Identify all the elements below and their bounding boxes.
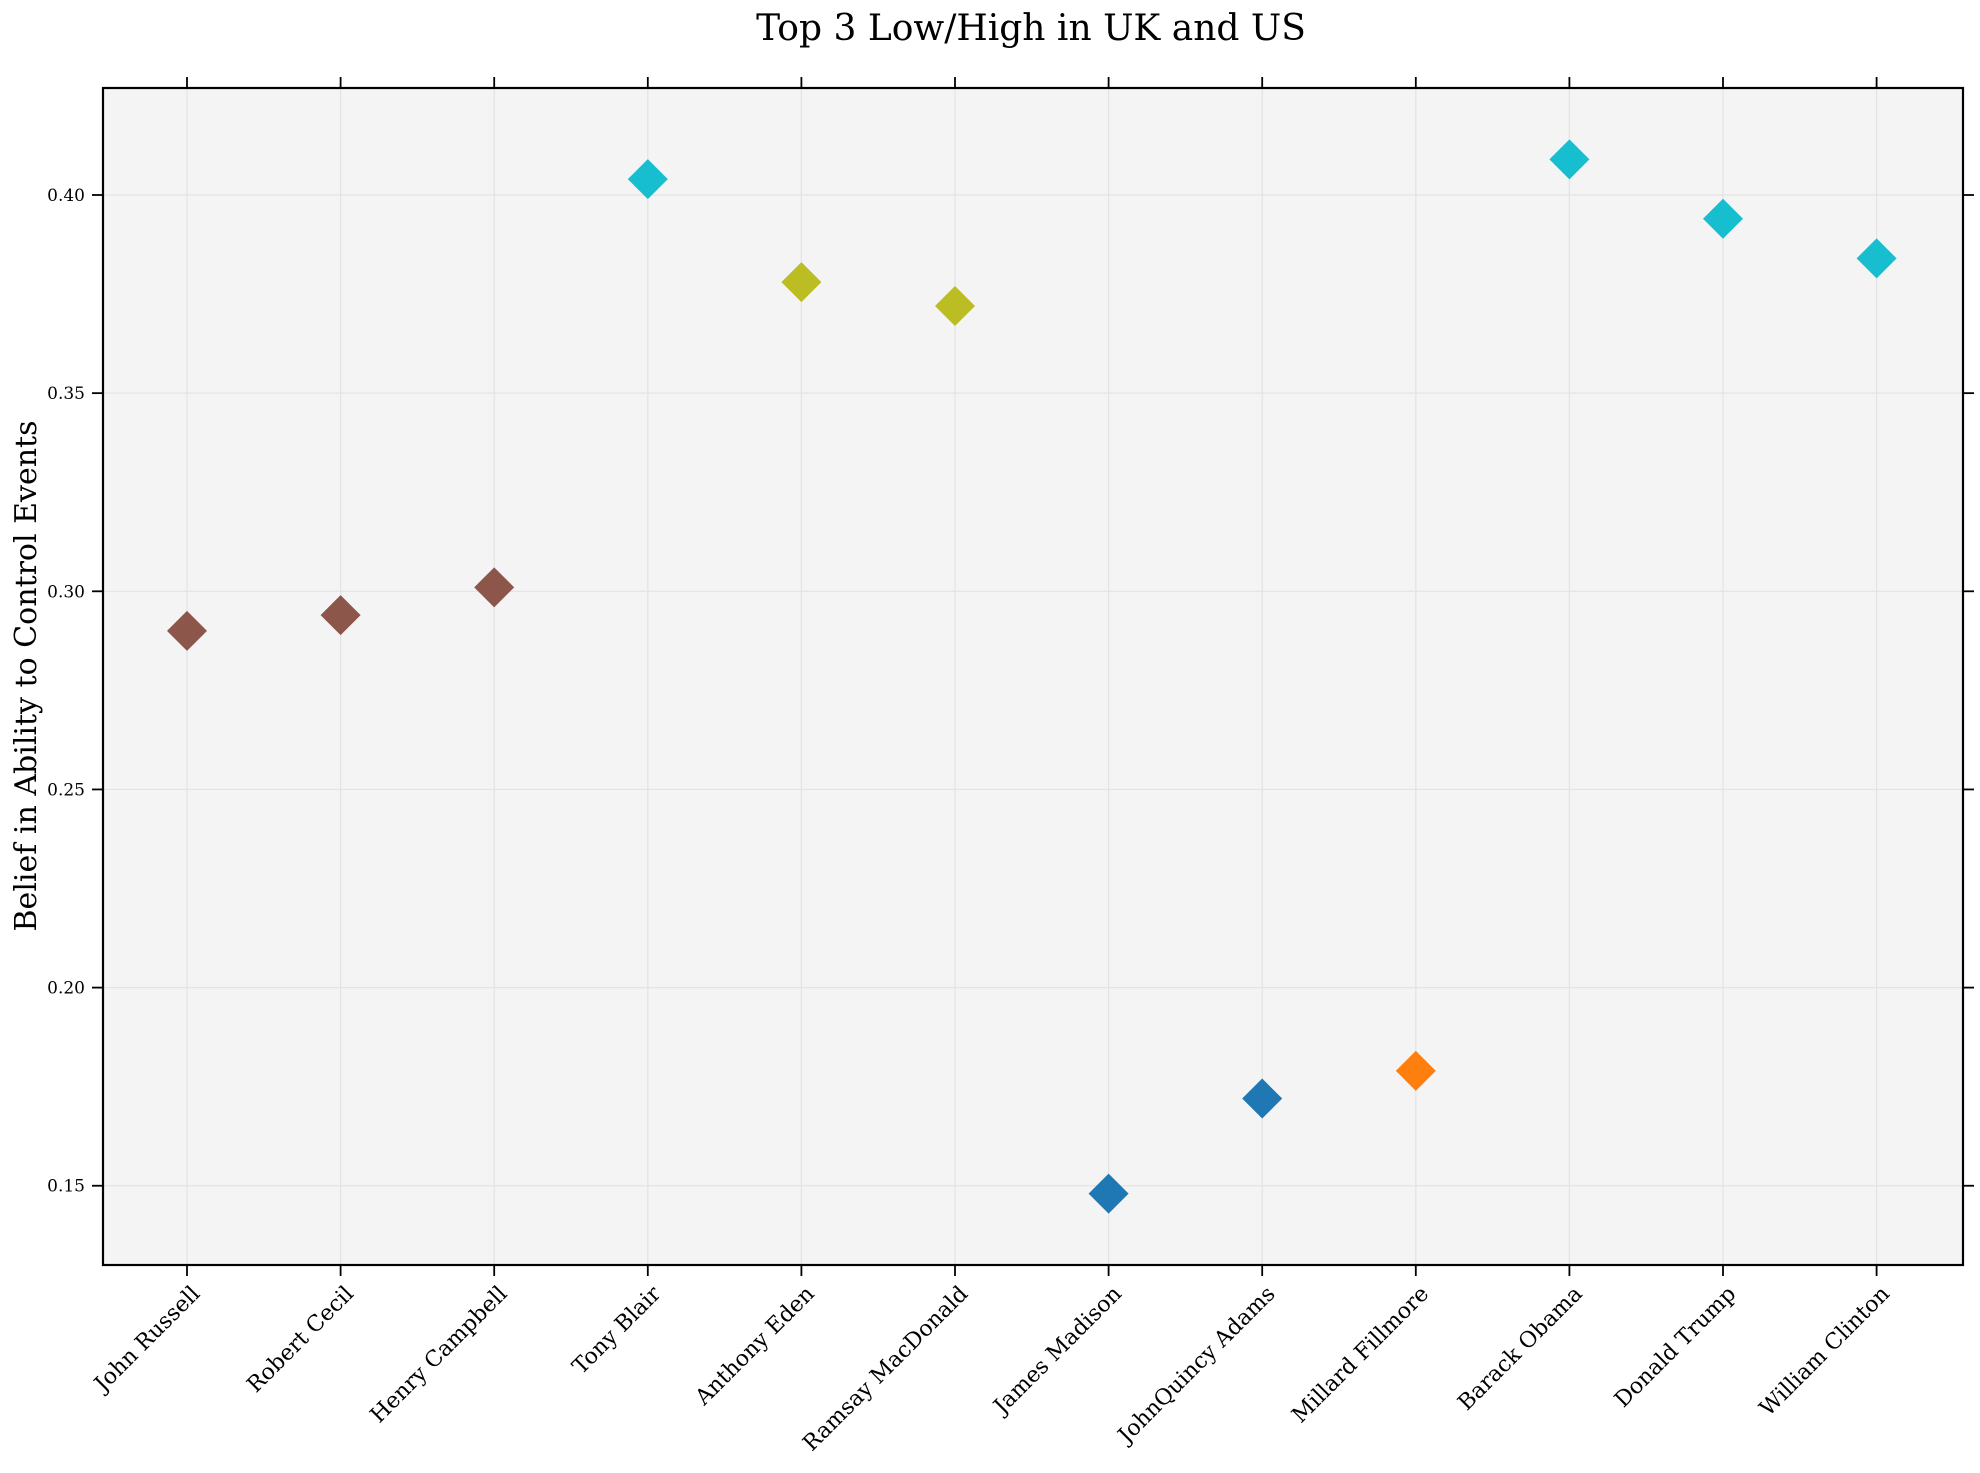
- data-point: [474, 567, 515, 608]
- x-tick-label: JohnQuincy Adams: [1112, 1282, 1280, 1450]
- y-axis-label: Belief in Ability to Control Events: [9, 421, 44, 932]
- data-point: [1856, 238, 1897, 279]
- data-points: [167, 139, 1897, 1214]
- data-point: [1703, 198, 1743, 239]
- x-tick-label: James Madison: [988, 1282, 1127, 1421]
- y-tick-label: 0.15: [47, 1177, 85, 1197]
- y-tick-label: 0.25: [47, 780, 85, 800]
- x-tick-label: Barack Obama: [1453, 1282, 1587, 1416]
- data-point: [627, 159, 668, 200]
- x-tick-label: Ramsay MacDonald: [798, 1282, 973, 1457]
- y-tick-label: 0.40: [47, 186, 85, 206]
- x-tick-label: Donald Trump: [1610, 1282, 1741, 1413]
- x-tick-label: Henry Campbell: [366, 1282, 513, 1429]
- x-tick-label: Robert Cecil: [243, 1282, 359, 1398]
- data-point: [320, 595, 361, 636]
- data-point: [1395, 1050, 1436, 1091]
- data-point: [167, 610, 207, 651]
- plot-frame: [101, 86, 1965, 1267]
- y-tick-label: 0.20: [47, 979, 85, 999]
- data-point: [781, 262, 822, 303]
- plot-area: [103, 88, 1963, 1265]
- x-tick-labels: John Russell Robert Cecil Henry Campbell To…: [89, 1281, 1895, 1456]
- y-tick-label: 0.30: [47, 582, 85, 602]
- y-tick-labels: 0.15 0.20 0.25 0.30 0.35 0.40: [47, 186, 85, 1197]
- axis-ticks: [92, 77, 1974, 1276]
- x-tick-label: John Russell: [89, 1282, 206, 1399]
- data-point: [1088, 1173, 1129, 1214]
- data-point: [935, 285, 975, 326]
- data-point: [1242, 1078, 1283, 1119]
- chart-title: Top 3 Low/High in UK and US: [756, 8, 1306, 49]
- y-tick-label: 0.35: [47, 384, 85, 404]
- x-tick-label: Tony Blair: [568, 1281, 666, 1379]
- x-tick-label: William Clinton: [1755, 1282, 1895, 1422]
- x-tick-label: Millard Fillmore: [1287, 1282, 1434, 1429]
- data-point: [1549, 139, 1590, 180]
- x-tick-label: Anthony Eden: [690, 1282, 820, 1412]
